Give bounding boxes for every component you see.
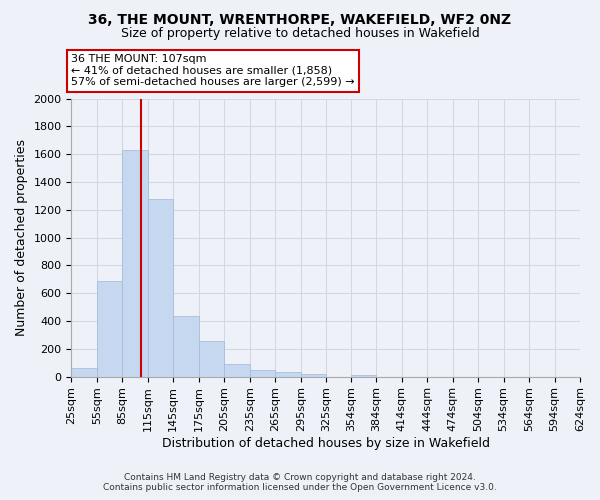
Bar xyxy=(71,368,97,376)
Bar xyxy=(148,198,173,376)
Text: 36, THE MOUNT, WRENTHORPE, WAKEFIELD, WF2 0NZ: 36, THE MOUNT, WRENTHORPE, WAKEFIELD, WF… xyxy=(88,12,512,26)
Y-axis label: Number of detached properties: Number of detached properties xyxy=(15,139,28,336)
Bar xyxy=(351,374,376,376)
Bar xyxy=(97,280,122,376)
Bar xyxy=(301,374,326,376)
Text: Size of property relative to detached houses in Wakefield: Size of property relative to detached ho… xyxy=(121,28,479,40)
Bar xyxy=(224,364,250,376)
Bar xyxy=(122,150,148,376)
Bar xyxy=(275,372,301,376)
Bar xyxy=(173,316,199,376)
X-axis label: Distribution of detached houses by size in Wakefield: Distribution of detached houses by size … xyxy=(162,437,490,450)
Text: Contains HM Land Registry data © Crown copyright and database right 2024.
Contai: Contains HM Land Registry data © Crown c… xyxy=(103,473,497,492)
Bar xyxy=(199,341,224,376)
Bar xyxy=(250,370,275,376)
Text: 36 THE MOUNT: 107sqm
← 41% of detached houses are smaller (1,858)
57% of semi-de: 36 THE MOUNT: 107sqm ← 41% of detached h… xyxy=(71,54,355,88)
